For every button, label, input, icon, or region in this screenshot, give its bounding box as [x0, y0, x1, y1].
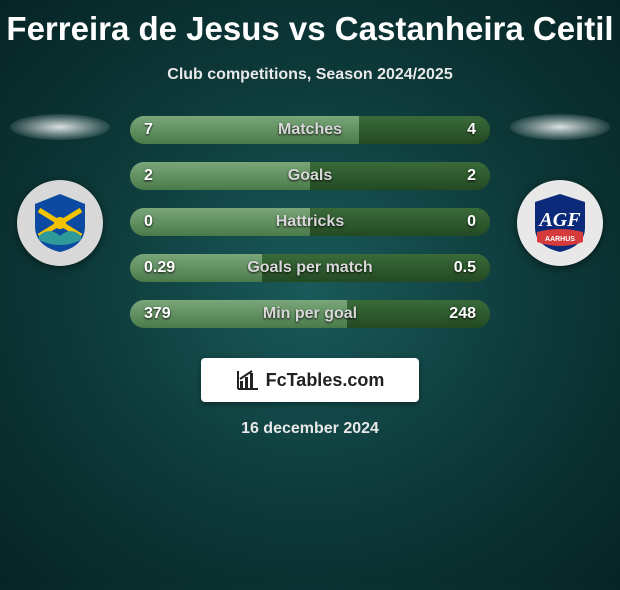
brand-box[interactable]: FcTables.com: [201, 358, 419, 402]
stat-value-left: 0.29: [130, 259, 210, 277]
stat-row-hattricks: 0 Hattricks 0: [130, 208, 490, 236]
date-label: 16 december 2024: [0, 420, 620, 438]
club-badge-right: AGF AARHUS: [517, 180, 603, 266]
stat-value-left: 379: [130, 305, 210, 323]
svg-text:AGF: AGF: [537, 209, 581, 231]
comparison-panel: AGF AARHUS 7 Matches 4 2 Goals 2: [0, 102, 620, 342]
shield-icon: [27, 190, 93, 256]
stat-label: Hattricks: [210, 213, 410, 231]
stat-label: Goals per match: [210, 259, 410, 277]
stat-label: Matches: [210, 121, 410, 139]
stat-value-left: 0: [130, 213, 210, 231]
svg-text:AARHUS: AARHUS: [545, 236, 575, 243]
stat-value-left: 2: [130, 167, 210, 185]
stat-row-mpg: 379 Min per goal 248: [130, 300, 490, 328]
right-player-column: AGF AARHUS: [510, 102, 610, 266]
chart-icon: [236, 369, 260, 391]
stat-value-right: 0: [410, 213, 490, 231]
player-photo-placeholder-left: [10, 114, 110, 140]
stat-row-matches: 7 Matches 4: [130, 116, 490, 144]
club-badge-left: [17, 180, 103, 266]
stat-row-gpm: 0.29 Goals per match 0.5: [130, 254, 490, 282]
stat-bars: 7 Matches 4 2 Goals 2 0 Hattricks 0 0.: [130, 116, 490, 346]
stat-value-right: 248: [410, 305, 490, 323]
subtitle: Club competitions, Season 2024/2025: [0, 66, 620, 84]
shield-icon: AGF AARHUS: [525, 188, 595, 258]
page-title: Ferreira de Jesus vs Castanheira Ceitil: [0, 10, 620, 48]
stat-value-right: 4: [410, 121, 490, 139]
stat-value-right: 0.5: [410, 259, 490, 277]
left-player-column: [10, 102, 110, 266]
brand-label: FcTables.com: [266, 370, 385, 391]
stat-label: Min per goal: [210, 305, 410, 323]
stat-row-goals: 2 Goals 2: [130, 162, 490, 190]
stat-value-left: 7: [130, 121, 210, 139]
stat-value-right: 2: [410, 167, 490, 185]
player-photo-placeholder-right: [510, 114, 610, 140]
stat-label: Goals: [210, 167, 410, 185]
